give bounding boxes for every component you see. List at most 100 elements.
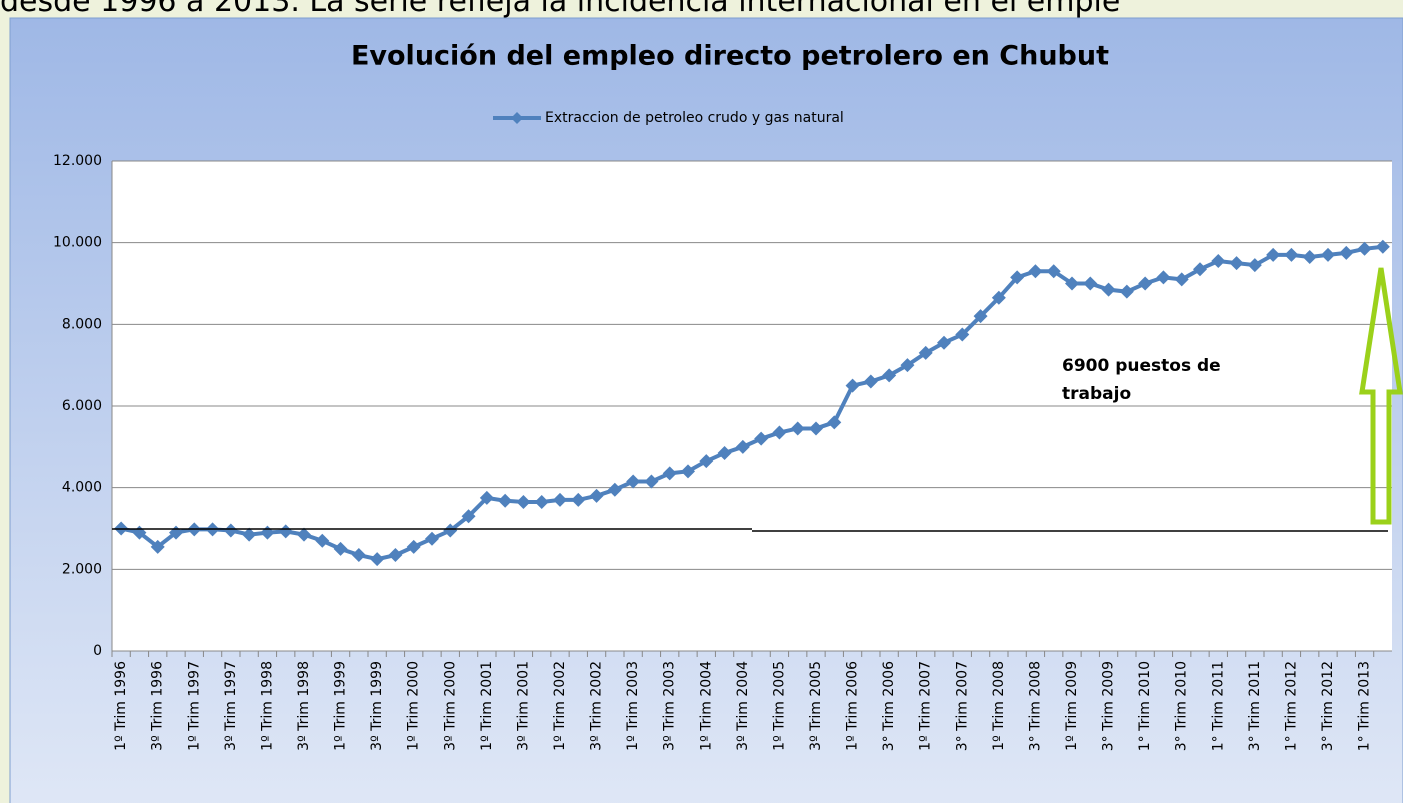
point [242,527,257,542]
x-tick-label: 1º Trim 2000 [406,661,422,751]
x-tick-label: 3º Trim 1996 [150,661,166,751]
x-tick-label: 1º Trim 2003 [625,661,641,751]
x-tick-label: 1º Trim 2001 [479,661,495,751]
legend-marker [511,112,523,124]
point [644,474,659,489]
y-tick-label: 8.000 [62,316,102,332]
point [1229,256,1244,271]
x-tick-label: 3º Trim 1998 [296,661,312,751]
point [1321,247,1335,262]
point [681,464,695,479]
x-tick-label: 3° Trim 2008 [1027,661,1043,751]
x-tick-label: 3º Trim 2004 [735,661,751,751]
point [790,421,805,436]
point [1339,245,1354,260]
point [406,539,421,554]
point [827,415,842,430]
x-tick-label: 1º Trim 2005 [771,661,787,751]
point [863,374,878,389]
point [918,345,933,360]
point [1046,264,1061,279]
point [955,327,970,342]
point [1156,270,1171,285]
point [1247,258,1262,273]
point [388,548,403,563]
arrow [1359,267,1403,525]
point [1065,276,1079,291]
point [626,474,641,489]
x-tick-label: 1° Trim 2013 [1357,661,1373,751]
point [571,492,586,507]
point [1174,272,1189,287]
x-tick-label: 1º Trim 1999 [333,661,349,751]
point [534,494,549,509]
chart-title: Evolución del empleo directo petrolero e… [351,41,1109,72]
series-line [120,244,1384,562]
x-tick-label: 1º Trim 1997 [186,661,202,751]
x-tick-label: 3° Trim 2012 [1320,661,1336,751]
y-tick-label: 6.000 [62,398,102,414]
point [1357,241,1372,256]
point [1101,282,1116,297]
point [1375,239,1390,254]
x-tick-label: 1º Trim 1996 [113,661,129,751]
point [845,378,860,393]
x-tick-label: 1º Trim 1998 [259,661,275,751]
point [516,494,531,509]
point [607,482,622,497]
point [150,539,165,554]
point [589,488,604,503]
point [1193,262,1207,277]
x-tick-label: 1º Trim 2004 [698,661,714,751]
point [553,492,567,507]
point [900,358,915,373]
point [1083,276,1098,291]
header-text: desde 1996 a 2013. La serie refleja la i… [0,0,1121,19]
x-tick-label: 3º Trim 1997 [223,661,239,751]
point [461,509,476,524]
point [278,524,293,539]
point [1211,254,1226,269]
x-tick-label: 3° Trim 2007 [954,661,970,751]
x-tick-label: 1º Trim 2006 [845,661,861,751]
x-tick-label: 3º Trim 1999 [369,661,385,751]
point [973,309,988,324]
y-tick-label: 12.000 [53,153,102,169]
x-tick-label: 3º Trim 2000 [442,661,458,751]
x-tick-label: 3º Trim 2003 [662,661,678,751]
x-tick-label: 3º Trim 2005 [808,661,824,751]
x-tick-label: 1° Trim 2012 [1283,661,1299,751]
point [443,523,458,538]
point [297,527,311,542]
point [662,466,677,481]
point [333,541,348,556]
point [1028,264,1043,279]
point [717,445,732,460]
y-tick-label: 0 [93,643,102,659]
point [1119,284,1134,299]
point [479,490,494,505]
x-tick-label: 1° Trim 2010 [1137,661,1153,751]
point [1010,270,1025,285]
point [370,552,385,567]
point [991,290,1006,305]
x-tick-label: 1º Trim 2002 [552,661,568,751]
x-tick-label: 3° Trim 2006 [881,661,897,751]
x-tick-label: 1º Trim 2009 [1064,661,1080,751]
point [937,335,951,350]
y-tick-label: 10.000 [53,235,102,251]
x-tick-label: 3° Trim 2009 [1101,661,1117,751]
x-tick-label: 3° Trim 2011 [1247,661,1263,751]
annotation: 6900 puestos de trabajo [1062,356,1221,404]
point [1138,276,1153,291]
point [223,523,238,538]
x-tick-label: 3° Trim 2010 [1174,661,1190,751]
point [1266,247,1281,262]
point [498,493,513,508]
point [735,439,750,454]
point [315,533,330,548]
x-tick-label: 3º Trim 2002 [589,661,605,751]
x-tick-label: 1º Trim 2008 [991,661,1007,751]
y-tick-label: 4.000 [62,480,102,496]
